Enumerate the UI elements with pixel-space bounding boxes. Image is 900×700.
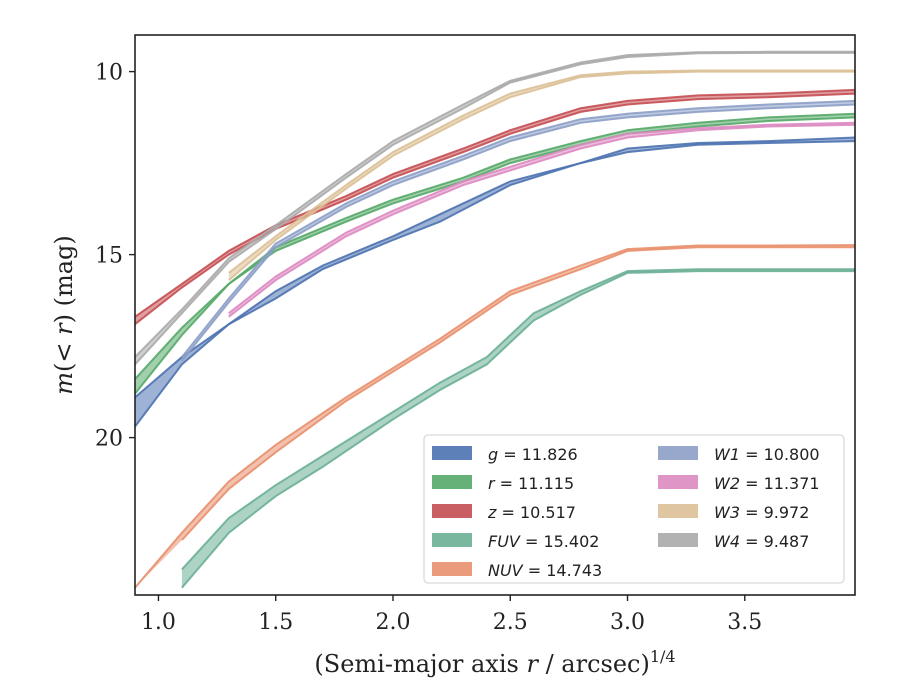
legend: g = 11.826 r = 11.115 z = 10.517 FUV = 15.4…: [423, 434, 845, 584]
legend-label-fuv: FUV = 15.402: [488, 532, 599, 551]
legend-label-w3: W3 = 9.972: [714, 503, 809, 522]
edge-upper-z: [134, 88, 856, 318]
edge-lower-fuv: [181, 270, 855, 589]
legend-label-g: g = 11.826: [488, 445, 578, 464]
legend-swatch-z: [432, 504, 472, 518]
edge-lower-nuv: [181, 246, 855, 541]
plot-frame: [134, 34, 856, 596]
edge-upper-w3: [228, 69, 855, 274]
data-bands: [134, 50, 856, 589]
legend-label-w2: W2 = 11.371: [714, 474, 820, 493]
edge-lower-g: [134, 140, 856, 399]
edge-upper-w4: [134, 51, 855, 366]
legend-swatch-g: [432, 446, 472, 460]
y-axis-label: m(< r) (mag): [50, 235, 78, 395]
legend-box: [423, 434, 845, 584]
x-tick-label: 2.5: [493, 610, 528, 635]
x-tick-label: 3.0: [610, 610, 645, 635]
y-tick-label: 20: [95, 427, 123, 452]
legend-label-z: z = 10.517: [487, 503, 576, 522]
x-tick-label: 2.0: [375, 610, 410, 635]
x-axis: 1.0 1.5 2.0 2.5 3.0 3.5: [141, 595, 762, 635]
y-tick-label: 15: [95, 244, 123, 269]
y-axis: 10 15 20: [95, 61, 135, 452]
edge-lower-w2: [228, 123, 856, 318]
x-tick-label: 3.5: [727, 610, 762, 635]
legend-label-w4: W4 = 9.487: [714, 532, 809, 551]
legend-swatch-w2: [658, 475, 698, 489]
edge-lower-w3: [228, 70, 855, 281]
legend-label-w1: W1 = 10.800: [714, 445, 820, 464]
edge-lower-w4: [134, 50, 855, 358]
edge-lower-w1: [181, 103, 856, 362]
band-fuv: [181, 269, 855, 588]
legend-swatch-fuv: [432, 533, 472, 547]
y-tick-label: 10: [95, 61, 123, 86]
legend-swatch-nuv: [432, 562, 472, 576]
legend-swatch-w3: [658, 504, 698, 518]
edge-upper-nuv: [134, 244, 856, 589]
edge-lower-z: [134, 92, 856, 325]
legend-label-nuv: NUV = 14.743: [488, 561, 602, 580]
legend-swatch-w1: [658, 446, 698, 460]
edge-upper-w1: [181, 99, 856, 358]
x-tick-label: 1.0: [141, 610, 176, 635]
edge-upper-fuv: [181, 268, 855, 571]
legend-label-r: r = 11.115: [488, 474, 574, 493]
legend-swatch-r: [432, 475, 472, 489]
x-axis-label: (Semi-major axis r / arcsec)1/4: [314, 647, 675, 678]
legend-swatch-w4: [658, 533, 698, 547]
x-tick-label: 1.5: [258, 610, 293, 635]
edge-upper-w2: [228, 121, 856, 314]
